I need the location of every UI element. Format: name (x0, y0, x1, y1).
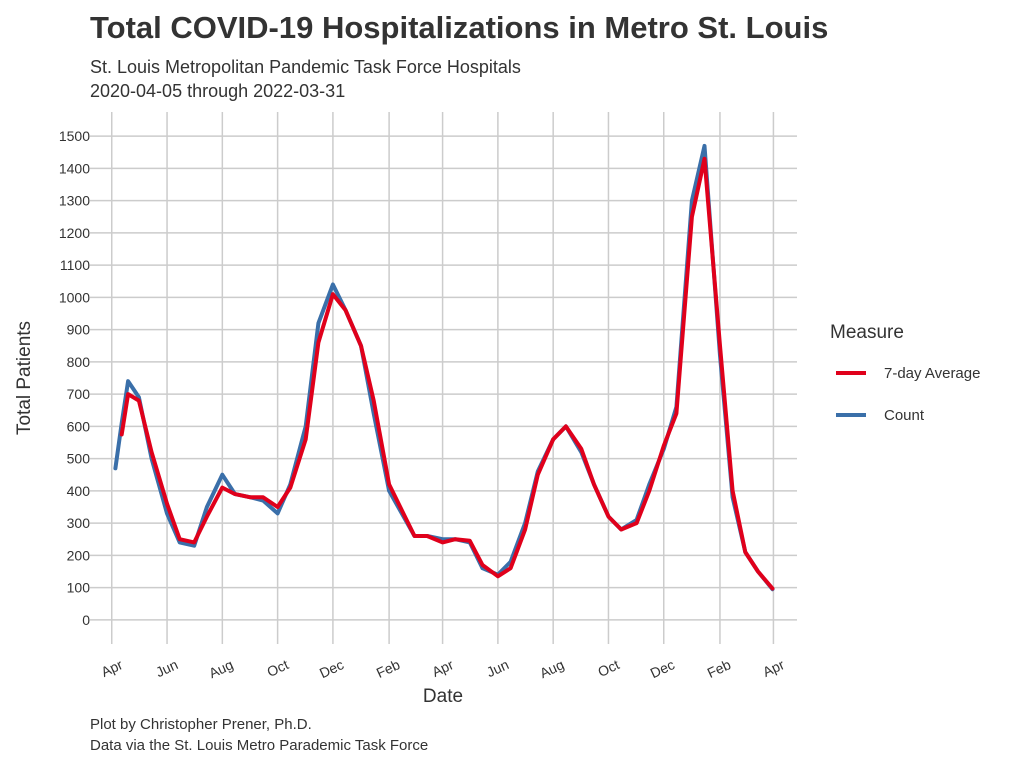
x-tick-label: Dec (317, 656, 346, 681)
subtitle: St. Louis Metropolitan Pandemic Task For… (90, 57, 521, 77)
x-tick-label: Aug (206, 656, 235, 681)
x-axis-label: Date (423, 686, 463, 707)
series-line (119, 156, 775, 591)
y-tick-label: 0 (82, 612, 90, 628)
legend-label: 7-day Average (884, 365, 980, 382)
caption: Plot by Christopher Prener, Ph.D. (90, 716, 312, 733)
legend-label: Count (884, 407, 925, 424)
x-tick-label: Feb (705, 656, 734, 681)
y-tick-label: 800 (67, 354, 91, 370)
y-tick-label: 200 (67, 547, 91, 563)
x-tick-label: Jun (153, 656, 180, 680)
y-tick-label: 900 (67, 322, 91, 338)
x-tick-label: Jun (484, 656, 511, 680)
y-tick-label: 1000 (59, 289, 90, 305)
caption: Data via the St. Louis Metro Parademic T… (90, 737, 428, 754)
x-tick-label: Feb (374, 656, 403, 681)
legend-title: Measure (830, 322, 904, 343)
y-tick-label: 500 (67, 451, 91, 467)
y-tick-label: 1300 (59, 193, 90, 209)
y-tick-label: 1400 (59, 160, 90, 176)
y-tick-label: 400 (67, 483, 91, 499)
x-tick-label: Dec (648, 656, 677, 681)
subtitle: 2020-04-05 through 2022-03-31 (90, 81, 345, 101)
y-tick-label: 600 (67, 418, 91, 434)
y-tick-label: 300 (67, 515, 91, 531)
y-tick-label: 1200 (59, 225, 90, 241)
y-axis-label: Total Patients (14, 321, 35, 435)
x-tick-label: Aug (537, 656, 566, 681)
y-tick-label: 1100 (60, 257, 90, 273)
x-tick-label: Apr (429, 656, 456, 680)
x-tick-label: Oct (264, 656, 291, 680)
y-tick-label: 700 (67, 386, 91, 402)
x-tick-label: Apr (99, 656, 126, 680)
chart-title: Total COVID-19 Hospitalizations in Metro… (90, 10, 828, 45)
y-tick-label: 100 (67, 580, 91, 596)
x-tick-label: Oct (595, 656, 622, 680)
x-tick-label: Apr (760, 656, 787, 680)
y-tick-label: 1500 (59, 128, 90, 144)
